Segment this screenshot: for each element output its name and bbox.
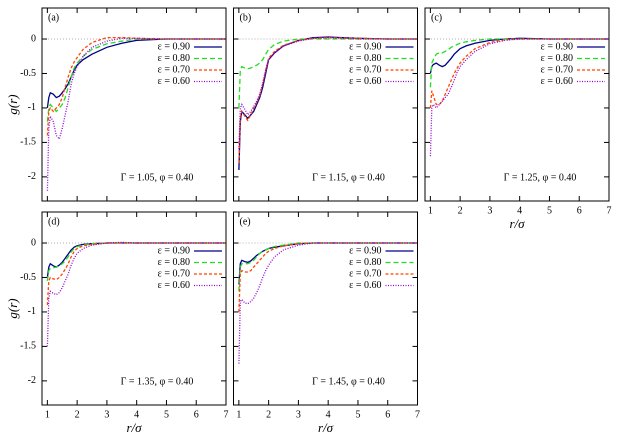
y-axis-label: g(r): [5, 298, 20, 318]
x-tick-label: 1: [236, 409, 241, 420]
series-line: [238, 242, 418, 292]
plot-frame: [41, 7, 227, 202]
plot-frame: [424, 7, 610, 202]
x-tick-label: 5: [164, 409, 169, 420]
series-line: [238, 242, 418, 364]
x-axis-label: r/σ: [126, 420, 142, 435]
series-line: [46, 38, 226, 122]
y-axis-label: g(r): [5, 94, 20, 114]
legend-label: ε = 0.60: [541, 76, 573, 87]
series-line: [429, 38, 609, 88]
x-tick-label: 6: [194, 409, 199, 420]
x-tick-label: 3: [104, 409, 109, 420]
annotation: Γ = 1.35, φ = 0.40: [121, 376, 194, 387]
plot-frame: [233, 7, 418, 202]
x-tick-label: 3: [487, 205, 492, 216]
annotation: Γ = 1.05, φ = 0.40: [121, 172, 194, 183]
legend-label: ε = 0.70: [158, 64, 190, 75]
y-tick-label: 0: [31, 33, 36, 44]
series-line: [238, 38, 418, 108]
x-tick-label: 2: [266, 409, 271, 420]
series-line: [429, 38, 609, 108]
legend-label: ε = 0.80: [349, 257, 381, 268]
series-line: [46, 242, 226, 281]
x-tick-label: 7: [224, 409, 229, 420]
legend-label: ε = 0.90: [158, 245, 190, 256]
y-tick-label: -2: [28, 171, 36, 182]
series-line: [238, 242, 418, 312]
x-tick-label: 7: [607, 205, 612, 216]
legend-label: ε = 0.80: [158, 53, 190, 64]
x-tick-label: 1: [428, 205, 433, 216]
x-tick-label: 4: [134, 409, 139, 420]
legend-label: ε = 0.60: [349, 280, 381, 291]
series-line: [238, 36, 418, 171]
x-tick-label: 3: [296, 409, 301, 420]
y-tick-label: -0.5: [20, 68, 36, 79]
legend-label: ε = 0.60: [158, 280, 190, 291]
legend-label: ε = 0.80: [349, 53, 381, 64]
legend-label: ε = 0.70: [158, 268, 190, 279]
y-tick-label: 0: [31, 237, 36, 248]
series-line: [46, 38, 226, 108]
series-line: [46, 36, 226, 136]
y-tick-label: -1: [28, 102, 36, 113]
x-tick-label: 2: [75, 409, 80, 420]
legend-label: ε = 0.70: [349, 64, 381, 75]
x-axis-label: r/σ: [509, 216, 525, 231]
legend-label: ε = 0.90: [349, 245, 381, 256]
series-line: [46, 37, 226, 191]
x-tick-label: 2: [458, 205, 463, 216]
legend-label: ε = 0.60: [158, 76, 190, 87]
legend-label: ε = 0.80: [158, 257, 190, 268]
series-line: [46, 242, 226, 278]
panel-label: (b): [240, 12, 252, 23]
annotation: Γ = 1.25, φ = 0.40: [504, 172, 577, 183]
panel-label: (d): [48, 216, 60, 227]
series-line: [238, 36, 418, 164]
x-tick-label: 7: [415, 409, 420, 420]
x-tick-label: 5: [547, 205, 552, 216]
legend-label: ε = 0.60: [349, 76, 381, 87]
x-axis-label: r/σ: [318, 420, 334, 435]
legend-label: ε = 0.80: [541, 53, 573, 64]
x-tick-label: 6: [385, 409, 390, 420]
x-tick-label: 4: [326, 409, 331, 420]
legend-label: ε = 0.90: [541, 41, 573, 52]
series-line: [429, 37, 609, 74]
panel-label: (e): [240, 216, 251, 227]
y-tick-label: -1: [28, 306, 36, 317]
y-tick-label: -2: [28, 375, 36, 386]
plot-frame: [233, 211, 418, 406]
x-tick-label: 6: [577, 205, 582, 216]
legend-label: ε = 0.90: [349, 41, 381, 52]
panel-label: (a): [48, 12, 59, 23]
y-tick-label: -0.5: [20, 272, 36, 283]
legend-label: ε = 0.70: [349, 268, 381, 279]
plot-frame: [41, 211, 227, 406]
annotation: Γ = 1.15, φ = 0.40: [312, 172, 385, 183]
series-line: [238, 36, 418, 150]
y-tick-label: -1.5: [20, 341, 36, 352]
x-tick-label: 1: [45, 409, 50, 420]
series-line: [46, 242, 226, 306]
series-line: [46, 241, 226, 347]
panel-label: (c): [431, 12, 442, 23]
annotation: Γ = 1.45, φ = 0.40: [312, 376, 385, 387]
series-line: [429, 38, 609, 157]
y-tick-label: -1.5: [20, 137, 36, 148]
x-tick-label: 4: [517, 205, 522, 216]
legend-label: ε = 0.90: [158, 41, 190, 52]
legend-label: ε = 0.70: [541, 64, 573, 75]
x-tick-label: 5: [355, 409, 360, 420]
